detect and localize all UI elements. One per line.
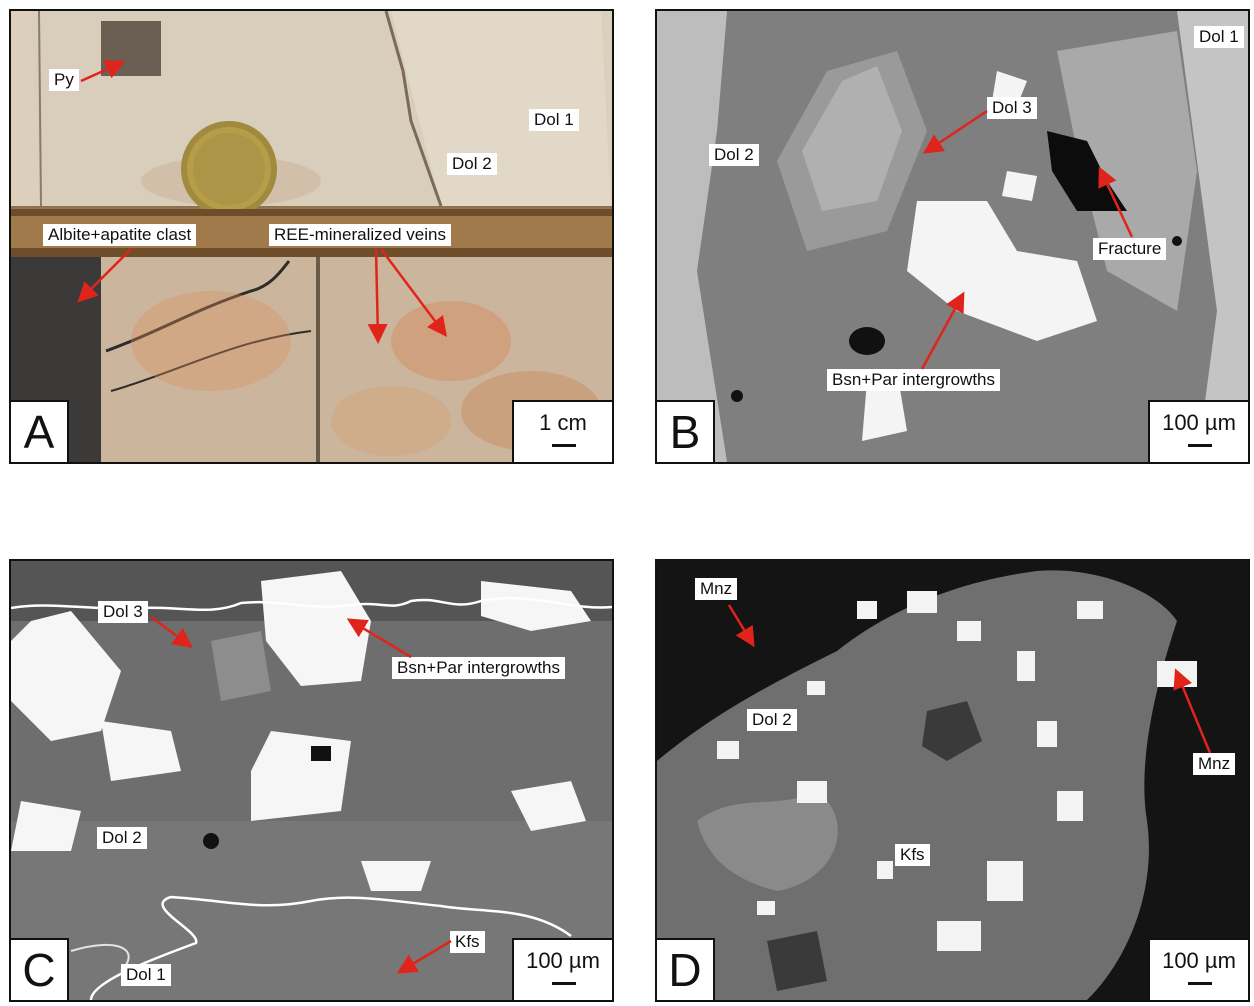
panel-letter-a: A	[11, 400, 69, 462]
panel-letter-b: B	[657, 400, 715, 462]
label-dol2: Dol 2	[747, 709, 797, 731]
scale-box-c: 100 µm	[512, 938, 612, 1000]
label-dol2: Dol 2	[447, 153, 497, 175]
label-mnz-top: Mnz	[695, 578, 738, 600]
label-bsn-par: Bsn+Par intergrowths	[392, 657, 565, 679]
label-dol3: Dol 3	[987, 97, 1037, 119]
label-kfs: Kfs	[450, 931, 485, 953]
bse-b-graphic	[657, 11, 1248, 462]
scale-text-d: 100 µm	[1162, 948, 1236, 973]
scale-bar-d	[1188, 982, 1212, 985]
panel-letter-d: D	[657, 938, 715, 1000]
label-ree-veins: REE-mineralized veins	[269, 224, 451, 246]
label-fracture: Fracture	[1093, 238, 1167, 260]
panel-d-bse-image: Mnz Dol 2 Mnz Kfs D 100 µm	[655, 559, 1250, 1002]
scale-text-c: 100 µm	[526, 948, 600, 973]
label-bsn-par: Bsn+Par intergrowths	[827, 369, 1000, 391]
label-dol1: Dol 1	[529, 109, 579, 131]
label-albite-apatite-clast: Albite+apatite clast	[43, 224, 197, 246]
scale-bar-a	[552, 444, 576, 447]
panel-b-bse-image: Dol 1 Dol 2 Dol 3 Fracture Bsn+Par inter…	[655, 9, 1250, 464]
label-dol3: Dol 3	[98, 601, 148, 623]
bse-d-graphic	[657, 561, 1248, 1000]
bse-c-graphic	[11, 561, 612, 1000]
scale-box-b: 100 µm	[1148, 400, 1248, 462]
scale-box-a: 1 cm	[512, 400, 612, 462]
label-py: Py	[49, 69, 79, 91]
label-dol2: Dol 2	[709, 144, 759, 166]
label-mnz-right: Mnz	[1193, 753, 1236, 775]
panel-a-core-photo: Py Dol 1 Dol 2 Albite+apatite clast REE-…	[9, 9, 614, 464]
label-kfs: Kfs	[895, 844, 930, 866]
scale-box-d: 100 µm	[1148, 938, 1248, 1000]
scale-text-a: 1 cm	[539, 410, 587, 435]
scale-bar-b	[1188, 444, 1212, 447]
panel-c-bse-image: Dol 3 Bsn+Par intergrowths Dol 2 Dol 1 K…	[9, 559, 614, 1002]
panel-letter-c: C	[11, 938, 69, 1000]
label-dol2: Dol 2	[97, 827, 147, 849]
scale-bar-c	[552, 982, 576, 985]
label-dol1: Dol 1	[1194, 26, 1244, 48]
label-dol1: Dol 1	[121, 964, 171, 986]
scale-text-b: 100 µm	[1162, 410, 1236, 435]
